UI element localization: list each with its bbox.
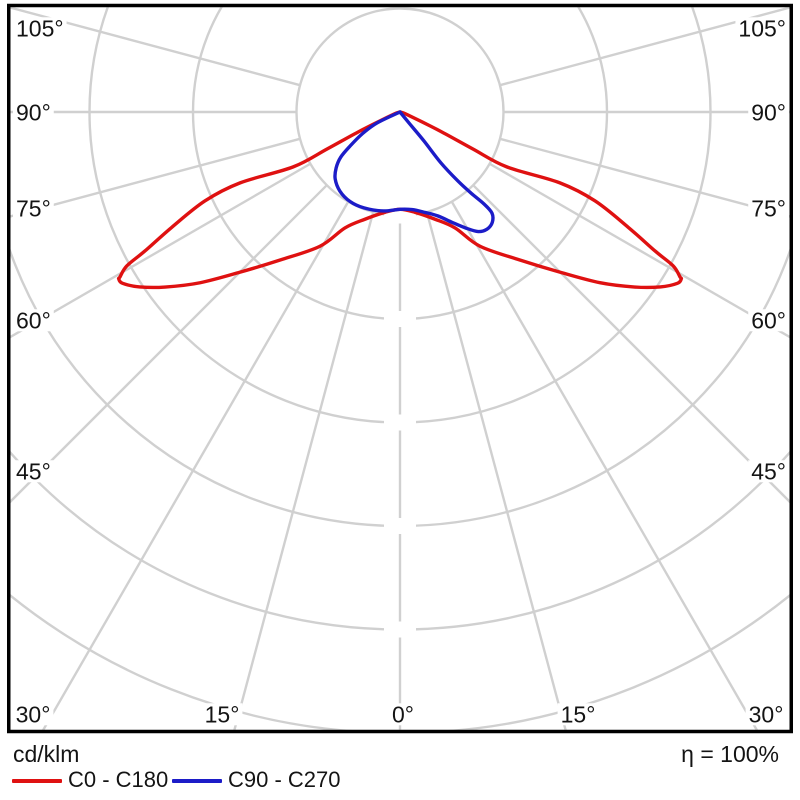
angle-label: 75° bbox=[748, 195, 789, 221]
angle-label: 0° bbox=[389, 701, 417, 727]
angle-label: 30° bbox=[745, 701, 787, 727]
svg-text:90°: 90° bbox=[16, 99, 51, 125]
svg-text:45°: 45° bbox=[751, 458, 786, 484]
svg-text:75°: 75° bbox=[16, 195, 51, 221]
svg-text:105°: 105° bbox=[738, 15, 786, 41]
legend-label-c90-c270: C90 - C270 bbox=[228, 767, 341, 792]
curve-c90-c270 bbox=[333, 110, 495, 234]
svg-text:0°: 0° bbox=[392, 701, 414, 727]
angle-label: 105° bbox=[13, 15, 67, 41]
angle-label: 105° bbox=[735, 15, 789, 41]
angle-label: 60° bbox=[748, 307, 789, 333]
angle-label: 90° bbox=[748, 99, 789, 125]
svg-text:15°: 15° bbox=[561, 701, 596, 727]
angle-label: 60° bbox=[13, 307, 54, 333]
svg-text:90°: 90° bbox=[751, 99, 786, 125]
svg-text:30°: 30° bbox=[16, 701, 51, 727]
angle-label: 15° bbox=[557, 701, 599, 727]
svg-text:60°: 60° bbox=[16, 307, 51, 333]
svg-text:30°: 30° bbox=[749, 701, 784, 727]
svg-text:15°: 15° bbox=[205, 701, 240, 727]
svg-text:60°: 60° bbox=[751, 307, 786, 333]
svg-text:75°: 75° bbox=[751, 195, 786, 221]
angle-label: 45° bbox=[748, 458, 789, 484]
angle-labels: 105° 90° 75° 60° 45° 105° 90° 75° 60° 45° 30° 15° 0°… bbox=[12, 15, 789, 727]
angle-label: 15° bbox=[201, 701, 243, 727]
unit-label: cd/klm bbox=[13, 741, 80, 767]
legend-swatch-c0-c180 bbox=[12, 779, 62, 783]
legend-label-c0-c180: C0 - C180 bbox=[68, 767, 169, 792]
angle-label: 30° bbox=[12, 701, 54, 727]
legend-swatch-c90-c270 bbox=[172, 779, 222, 783]
angle-label: 45° bbox=[13, 458, 54, 484]
ring-label-gaps bbox=[384, 207, 416, 638]
svg-text:105°: 105° bbox=[16, 15, 64, 41]
plot-border bbox=[7, 3, 793, 734]
angle-label: 75° bbox=[13, 195, 54, 221]
svg-text:45°: 45° bbox=[16, 458, 51, 484]
efficiency-label: η = 100% bbox=[681, 741, 779, 767]
angle-label: 90° bbox=[13, 99, 54, 125]
